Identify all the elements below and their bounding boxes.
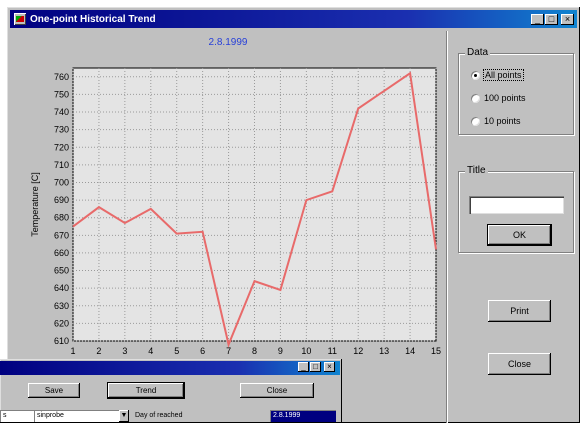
- date-label: Day of reached: [132, 410, 266, 422]
- x-tick-label: 5: [174, 346, 179, 356]
- left-field[interactable]: s: [0, 410, 34, 422]
- secondary-minimize-button[interactable]: _: [298, 362, 309, 372]
- x-tick-label: 9: [278, 346, 283, 356]
- y-tick-label: 640: [54, 283, 69, 293]
- radio-100-points-label[interactable]: 100 points: [484, 93, 526, 103]
- window-title: One-point Historical Trend: [30, 13, 156, 25]
- chart-title: 2.8.1999: [208, 37, 248, 48]
- x-tick-label: 15: [431, 346, 441, 356]
- y-tick-label: 650: [54, 266, 69, 276]
- trend-window: One-point Historical Trend _ □ × 610 620 6…: [7, 7, 580, 423]
- x-tick-label: 8: [252, 346, 257, 356]
- x-tick-label: 14: [405, 346, 415, 356]
- chevron-down-icon[interactable]: ▼: [119, 410, 129, 422]
- y-tick-label: 620: [54, 318, 69, 328]
- x-tick-label: 13: [379, 346, 389, 356]
- title-group-label: Title: [465, 165, 488, 176]
- y-tick-label: 710: [54, 160, 69, 170]
- x-tick-label: 10: [301, 346, 311, 356]
- chart-panel: 610 620 630 640 650 660 670 680 690 700 710 720 730 7…: [12, 31, 444, 381]
- y-tick-label: 630: [54, 301, 69, 311]
- radio-10-points-dot[interactable]: [471, 116, 480, 126]
- title-group: Title: [458, 165, 574, 253]
- x-tick-label: 7: [226, 346, 231, 356]
- close-button[interactable]: Close: [488, 353, 551, 375]
- x-tick-label: 3: [122, 346, 127, 356]
- options-panel: Data All points 100 points 10 points Tit…: [446, 31, 577, 423]
- x-tick-label: 1: [70, 346, 75, 356]
- y-tick-label: 730: [54, 125, 69, 135]
- series-line: [72, 71, 437, 348]
- ok-button[interactable]: OK: [487, 224, 552, 246]
- radio-all-points[interactable]: All points: [471, 69, 524, 81]
- secondary-close-button[interactable]: Close: [240, 383, 314, 398]
- y-tick-label: 760: [54, 72, 69, 82]
- y-tick-label: 660: [54, 248, 69, 258]
- save-button[interactable]: Save: [28, 383, 80, 398]
- trend-chart: 6106206306406506606706806907007107207307…: [30, 67, 441, 356]
- combo-field[interactable]: sinprobe: [34, 410, 122, 422]
- y-tick-label: 700: [54, 177, 69, 187]
- y-tick-label: 740: [54, 107, 69, 117]
- x-tick-label: 2: [96, 346, 101, 356]
- radio-all-points-label[interactable]: All points: [483, 69, 524, 81]
- trend-button[interactable]: Trend: [107, 382, 185, 399]
- radio-100-points-dot[interactable]: [471, 93, 480, 103]
- y-tick-label: 750: [54, 89, 69, 99]
- secondary-window: _ □ × Save Trend Close s sinprobe ▼ Day …: [0, 359, 342, 423]
- y-tick-label: 680: [54, 213, 69, 223]
- secondary-maximize-button[interactable]: □: [310, 362, 321, 372]
- x-tick-label: 11: [328, 346, 337, 356]
- secondary-title-bar[interactable]: _ □ ×: [0, 361, 340, 375]
- plot-area: [72, 67, 437, 342]
- radio-10-points-label[interactable]: 10 points: [484, 116, 521, 126]
- y-tick-label: 720: [54, 142, 69, 152]
- print-button[interactable]: Print: [488, 300, 551, 322]
- title-bar[interactable]: One-point Historical Trend _ □ ×: [10, 10, 577, 28]
- x-tick-label: 6: [200, 346, 205, 356]
- title-input[interactable]: [469, 196, 564, 214]
- y-axis-label: Temperature [C]: [30, 172, 40, 237]
- x-tick-label: 12: [353, 346, 363, 356]
- y-tick-label: 670: [54, 230, 69, 240]
- x-tick-label: 4: [148, 346, 153, 356]
- maximize-button[interactable]: □: [545, 13, 558, 25]
- y-tick-label: 610: [54, 336, 69, 346]
- radio-100-points[interactable]: 100 points: [471, 93, 526, 103]
- date-field[interactable]: 2.8.1999: [270, 410, 336, 422]
- close-icon[interactable]: ×: [561, 13, 574, 25]
- y-tick-label: 690: [54, 195, 69, 205]
- secondary-close-icon[interactable]: ×: [324, 362, 335, 372]
- app-icon[interactable]: [14, 13, 26, 25]
- minimize-button[interactable]: _: [531, 13, 544, 25]
- data-group: Data All points 100 points 10 points: [458, 47, 574, 135]
- data-group-label: Data: [465, 47, 491, 58]
- radio-all-points-dot[interactable]: [471, 70, 480, 80]
- radio-10-points[interactable]: 10 points: [471, 116, 521, 126]
